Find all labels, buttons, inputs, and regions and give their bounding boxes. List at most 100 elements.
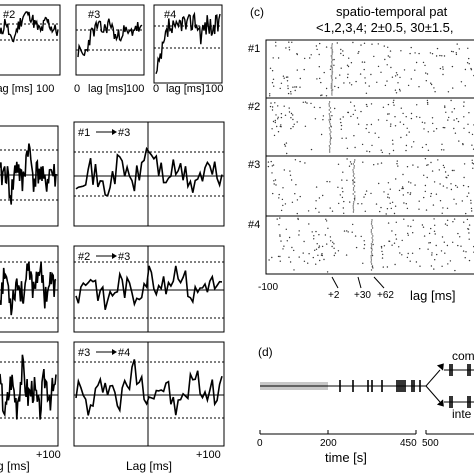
spike-dot: [283, 245, 285, 247]
spike-dot: [399, 252, 401, 254]
spike-dot: [452, 241, 454, 243]
pattern-spike-dot: [329, 107, 332, 109]
spike-dot: [394, 75, 397, 77]
spike-dot: [340, 67, 342, 69]
spike-dot: [280, 113, 283, 115]
spike-dot: [455, 184, 457, 187]
spike-dot: [380, 247, 383, 249]
spike-dot: [468, 224, 471, 226]
spike-dot: [277, 131, 280, 133]
spike-dot: [323, 258, 325, 261]
spike-dot: [463, 116, 465, 118]
spike-dot: [395, 178, 397, 180]
spike-dot: [348, 57, 350, 59]
spike-dot: [343, 82, 345, 84]
pattern-spike-dot: [354, 159, 356, 161]
spike-dot: [360, 44, 362, 46]
panel-cc-2-3: #2 #3: [73, 245, 225, 333]
spike-dot: [462, 250, 465, 252]
spike-dot: [306, 102, 308, 104]
spike-dot: [352, 41, 354, 44]
panel-row1-a: #2 lag [ms] 100: [0, 4, 61, 95]
spike-dot: [296, 69, 298, 71]
spike-dot: [347, 231, 349, 233]
spike-dot: [381, 257, 384, 259]
row1-b-lag: lag [ms]: [88, 83, 127, 95]
spike-dot: [313, 238, 315, 240]
pattern-spike-dot: [371, 253, 373, 255]
spike-dot: [431, 117, 434, 119]
pattern-spike-dot: [352, 163, 355, 165]
spike-dot: [418, 86, 420, 88]
pattern-spike-dot: [329, 133, 331, 135]
spike-dot: [290, 127, 292, 130]
pattern-spike-dot: [328, 145, 331, 147]
spike-dot: [291, 246, 293, 249]
spike-dot: [397, 165, 399, 167]
spike-dot: [294, 89, 296, 92]
spike-dot: [439, 200, 442, 202]
spike-dot: [271, 128, 273, 130]
spike-dot: [409, 193, 411, 196]
spike-dot: [315, 45, 318, 47]
spike-dot: [393, 212, 396, 215]
spike-dot: [435, 55, 438, 57]
spike-dot: [277, 116, 279, 119]
spike-dot: [296, 199, 299, 201]
spike-dot: [429, 52, 432, 54]
spike-dot: [290, 179, 293, 181]
spike-dot: [440, 149, 443, 151]
cc23-from: #2: [78, 251, 90, 263]
spike-dot: [371, 144, 373, 147]
cc13-from: #1: [78, 127, 90, 139]
spike-dot: [434, 224, 436, 226]
spike-dot: [356, 117, 359, 119]
spike-dot: [388, 113, 390, 115]
pattern-spike-dot: [352, 183, 354, 185]
spike-dot: [299, 195, 301, 198]
spike-dot: [441, 143, 443, 145]
spike-dot: [355, 246, 358, 249]
spike-dot: [394, 205, 397, 207]
spike-dot: [331, 245, 333, 248]
spike-dot: [424, 158, 427, 160]
spike-dot: [360, 110, 362, 113]
spike-dot: [399, 76, 401, 79]
panel-c-title-2: <1,2,3,4; 2±0.5, 30±1.5,: [316, 20, 454, 35]
d-tick-200: 200: [320, 438, 337, 449]
spike-dot: [294, 86, 296, 88]
spike-dot: [363, 247, 365, 250]
spike-dot: [453, 169, 455, 172]
spike-dot: [330, 240, 332, 242]
spike-dot: [289, 174, 292, 176]
spike-dot: [339, 118, 342, 120]
pattern-spike-dot: [352, 203, 355, 205]
spike-dot: [337, 163, 340, 165]
spike-dot: [363, 61, 366, 63]
pattern-spike-dot: [352, 189, 355, 191]
spike-dot: [370, 103, 373, 105]
spike-dot: [415, 116, 418, 118]
pattern-spike-dot: [353, 167, 355, 169]
spike-dot: [398, 189, 401, 192]
row1-b-tag: #3: [88, 9, 100, 21]
spike-dot: [389, 50, 392, 52]
spike-dot: [458, 48, 460, 50]
spike-dot: [307, 210, 310, 212]
spike-dot: [329, 118, 332, 121]
spike-dot: [436, 47, 439, 50]
spike-dot: [293, 249, 295, 252]
spike-dot: [318, 211, 320, 213]
spike-dot: [342, 191, 344, 193]
spike-dot: [278, 197, 280, 199]
spike-dot: [405, 144, 408, 147]
spike-dot: [456, 118, 458, 120]
d-tick-500: 500: [422, 438, 439, 449]
spike-dot: [279, 217, 281, 219]
spike-dot: [277, 255, 280, 258]
spike-dot: [400, 107, 402, 109]
spike-dot: [466, 195, 468, 198]
spike-dot: [395, 221, 397, 223]
pattern-spike-dot: [353, 185, 356, 187]
